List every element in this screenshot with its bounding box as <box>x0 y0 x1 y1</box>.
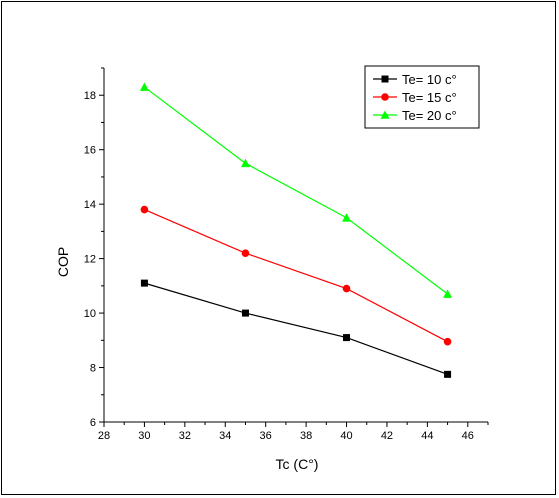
x-tick-label: 30 <box>138 430 150 442</box>
x-axis-title: Tc (C°) <box>276 456 319 472</box>
legend-label: Te= 10 c° <box>402 72 457 87</box>
x-tick-label: 38 <box>300 430 312 442</box>
legend-label: Te= 20 c° <box>402 108 457 123</box>
series-3 <box>139 82 453 298</box>
series-1 <box>140 279 452 378</box>
data-point <box>443 337 452 346</box>
y-tick-label: 6 <box>90 417 96 429</box>
series-line <box>144 209 448 343</box>
legend-marker <box>381 93 389 101</box>
x-tick-label: 46 <box>462 430 474 442</box>
data-point <box>343 334 351 342</box>
x-tick-label: 28 <box>98 430 110 442</box>
data-point <box>241 249 250 257</box>
legend-entry: Te= 20 c° <box>373 108 457 123</box>
data-point <box>241 309 249 317</box>
data-point <box>140 279 148 287</box>
legend-marker <box>381 75 389 83</box>
series-line <box>144 282 448 375</box>
data-point <box>443 289 453 298</box>
y-tick-label: 8 <box>90 363 96 375</box>
legend: Te= 10 c° Te= 15 c° Te= 20 c° <box>364 65 480 129</box>
y-tick-label: 16 <box>84 145 96 157</box>
data-point <box>240 158 250 168</box>
x-tick-label: 34 <box>219 430 231 442</box>
legend-entry: Te= 10 c° <box>373 72 457 87</box>
x-tick-label: 32 <box>179 430 191 442</box>
legend-label: Te= 15 c° <box>402 90 457 105</box>
data-point <box>140 205 149 214</box>
data-point <box>444 370 452 378</box>
legend-entry: Te= 15 c° <box>373 90 457 105</box>
x-tick-label: 44 <box>421 430 433 442</box>
y-tick-label: 10 <box>84 308 96 320</box>
series-2 <box>140 205 452 346</box>
y-axis-title: COP <box>55 247 71 277</box>
data-point <box>342 213 352 222</box>
legend-marker <box>380 110 390 119</box>
y-tick-label: 18 <box>84 90 96 102</box>
series-line <box>144 86 448 295</box>
y-tick-label: 12 <box>84 254 96 266</box>
data-point <box>342 284 351 293</box>
data-point <box>139 82 149 91</box>
y-tick-label: 14 <box>84 199 96 211</box>
x-tick-label: 36 <box>260 430 272 442</box>
x-tick-label: 40 <box>340 430 352 442</box>
series-layer <box>139 82 453 378</box>
axes: 28 30 32 34 36 38 40 42 44 46 6 8 10 12 14 16 18 <box>84 67 489 442</box>
x-tick-label: 42 <box>381 430 393 442</box>
